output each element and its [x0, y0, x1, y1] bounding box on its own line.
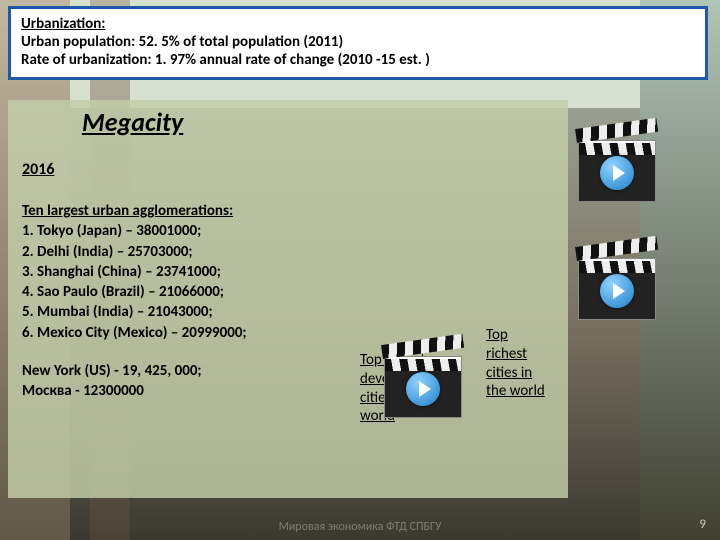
- list-item: 3. Shanghai (China) – 23741000;: [22, 262, 352, 282]
- list-item: 5. Mumbai (India) – 21043000;: [22, 302, 352, 322]
- other-cities: New York (US) - 19, 425, 000; Москва - 1…: [22, 361, 352, 402]
- video-clapper-icon[interactable]: [578, 258, 656, 320]
- header-title: Urbanization:: [21, 15, 695, 33]
- video-clapper-icon[interactable]: [578, 140, 656, 202]
- urbanization-header-box: Urbanization: Urban population: 52. 5% o…: [8, 6, 708, 80]
- megacity-heading: Megacity: [82, 106, 562, 138]
- agglomerations-column: Ten largest urban agglomerations: 1. Tok…: [22, 201, 352, 426]
- list-item: 4. Sao Paulo (Brazil) – 21066000;: [22, 282, 352, 302]
- slide-number: 9: [699, 517, 706, 532]
- list-item: 2. Delhi (India) – 25703000;: [22, 242, 352, 262]
- content-panel: Megacity 2016 Ten largest urban agglomer…: [8, 100, 568, 498]
- other-city-line: New York (US) - 19, 425, 000;: [22, 361, 352, 381]
- footer-text: Мировая экономика ФТД СПБГУ: [0, 520, 720, 534]
- agglomerations-title: Ten largest urban agglomerations:: [22, 201, 352, 221]
- list-item: 6. Mexico City (Mexico) – 20999000;: [22, 323, 352, 343]
- other-city-line: Москва - 12300000: [22, 381, 352, 401]
- year-label: 2016: [22, 160, 562, 179]
- richest-label-line: richest: [486, 345, 558, 364]
- richest-label-line: the world: [486, 382, 558, 401]
- lists-row: Ten largest urban agglomerations: 1. Tok…: [22, 201, 562, 426]
- play-icon: [600, 274, 634, 308]
- header-line-2: Urban population: 52. 5% of total popula…: [21, 33, 695, 51]
- richest-label-line: Top: [486, 326, 558, 345]
- richest-label-column: Top richest cities in the world: [486, 326, 558, 401]
- video-clapper-icon[interactable]: [384, 356, 462, 418]
- play-icon: [600, 156, 634, 190]
- list-item: 1. Tokyo (Japan) – 38001000;: [22, 221, 352, 241]
- richest-label-line: cities in: [486, 364, 558, 383]
- play-icon: [406, 372, 440, 406]
- header-line-3: Rate of urbanization: 1. 97% annual rate…: [21, 51, 695, 69]
